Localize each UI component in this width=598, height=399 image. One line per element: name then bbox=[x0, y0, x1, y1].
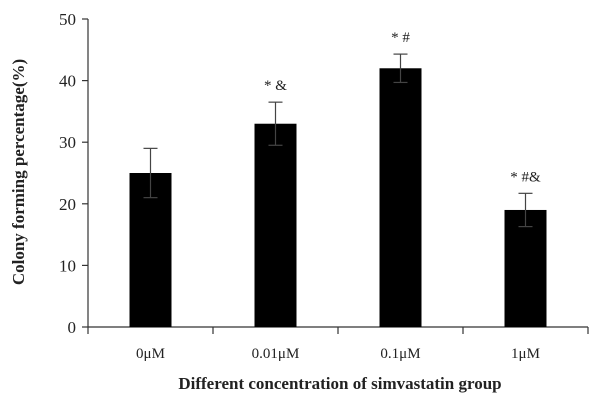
error-bars bbox=[143, 53, 533, 228]
x-category-label: 0.1μM bbox=[380, 346, 420, 362]
x-axis-title: Different concentration of simvastatin g… bbox=[178, 374, 501, 393]
bar bbox=[504, 209, 547, 327]
y-axis-title: Colony forming percentage(%) bbox=[9, 59, 28, 285]
bars bbox=[129, 68, 547, 327]
y-tick-label: 40 bbox=[59, 72, 76, 91]
y-tick-label: 30 bbox=[59, 133, 76, 152]
y-tick-label: 20 bbox=[59, 195, 76, 214]
x-axis: 0μM 0.01μM 0.1μM 1μM bbox=[87, 326, 589, 362]
bar bbox=[379, 68, 422, 327]
bar bbox=[129, 173, 172, 327]
significance-annotation: * #& bbox=[510, 169, 541, 185]
bar bbox=[254, 123, 297, 327]
y-axis: 0 10 20 30 40 50 bbox=[59, 10, 89, 337]
x-category-label: 0μM bbox=[136, 346, 165, 362]
y-tick-label: 0 bbox=[68, 318, 77, 337]
error-bar bbox=[393, 53, 408, 84]
y-tick-label: 50 bbox=[59, 10, 76, 29]
error-bar bbox=[143, 147, 158, 199]
error-bar bbox=[518, 192, 533, 228]
significance-annotation: * & bbox=[264, 78, 287, 94]
significance-annotation: * # bbox=[391, 30, 410, 46]
x-category-label: 1μM bbox=[511, 346, 540, 362]
x-category-label: 0.01μM bbox=[252, 346, 300, 362]
y-tick-label: 10 bbox=[59, 256, 76, 275]
bar-annotations: * & * # * #& bbox=[264, 30, 541, 185]
error-bar bbox=[268, 101, 283, 146]
